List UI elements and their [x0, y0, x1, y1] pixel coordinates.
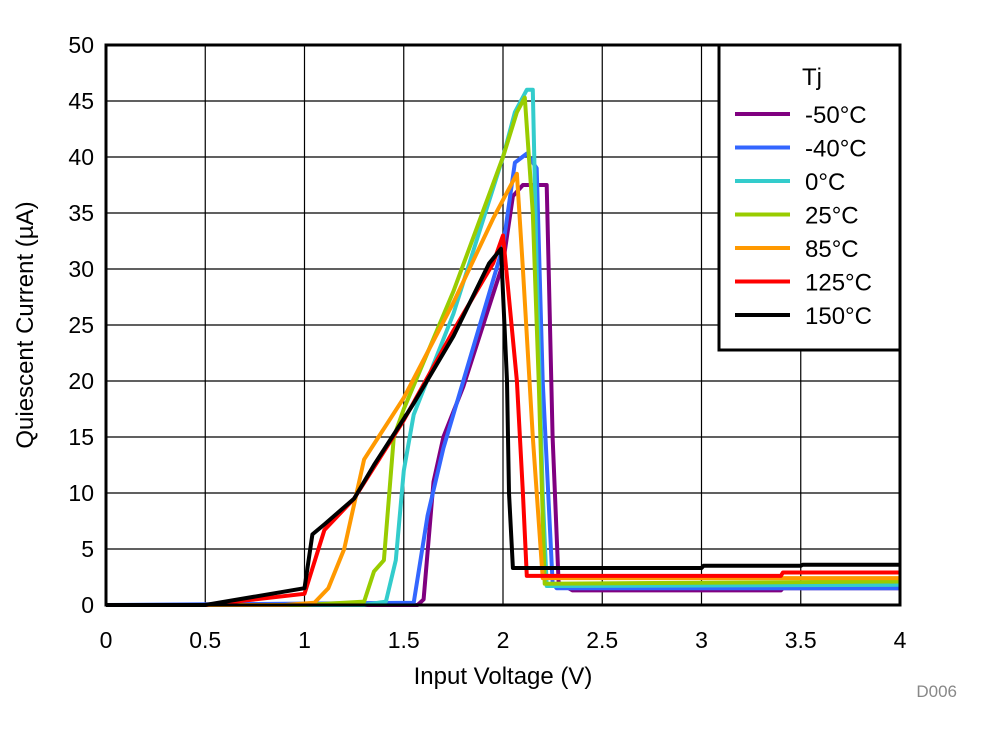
y-axis-label: Quiescent Current (µA)	[12, 201, 39, 448]
legend-title: Tj	[802, 64, 822, 91]
legend-label: 150°C	[805, 303, 872, 330]
x-tick-label: 1	[298, 627, 311, 653]
x-tick-label: 3	[695, 627, 708, 653]
y-tick-label: 0	[81, 592, 94, 618]
series-group	[105, 87, 901, 607]
legend-label: -40°C	[805, 136, 867, 163]
x-axis-label: Input Voltage (V)	[414, 663, 593, 690]
legend-label: 0°C	[805, 169, 845, 196]
x-tick-label: 2	[497, 627, 510, 653]
y-tick-label: 5	[81, 536, 94, 562]
y-tick-label: 45	[68, 88, 94, 114]
legend-label: 85°C	[805, 236, 859, 263]
y-tick-label: 25	[68, 312, 94, 338]
legend-label: 125°C	[805, 270, 872, 297]
series-line-3	[106, 95, 901, 607]
figure-id: D006	[916, 682, 957, 701]
y-tick-label: 20	[68, 368, 94, 394]
series-line-5	[106, 233, 900, 607]
y-tick-label: 10	[68, 480, 94, 506]
x-tick-label: 0.5	[189, 627, 221, 653]
y-tick-label: 40	[68, 144, 94, 170]
y-tick-label: 30	[68, 256, 94, 282]
legend: Tj -50°C -40°C 0°C 25°C 85°C 125°C 150°C	[717, 43, 902, 352]
series-line-4	[106, 171, 900, 607]
x-tick-labels: 0 0.5 1 1.5 2 2.5 3 3.5 4	[100, 627, 907, 653]
series-line-6	[106, 246, 900, 607]
x-tick-label: 2.5	[586, 627, 618, 653]
x-tick-label: 4	[894, 627, 907, 653]
x-tick-label: 0	[100, 627, 113, 653]
legend-box	[717, 43, 902, 352]
legend-label: 25°C	[805, 203, 859, 230]
y-tick-label: 35	[68, 200, 94, 226]
x-tick-label: 1.5	[388, 627, 420, 653]
y-tick-label: 50	[68, 32, 94, 58]
y-tick-labels: 0 5 10 15 20 25 30 35 40 45 50	[68, 32, 94, 618]
legend-label: -50°C	[805, 102, 867, 129]
x-tick-label: 3.5	[785, 627, 817, 653]
y-tick-label: 15	[68, 424, 94, 450]
